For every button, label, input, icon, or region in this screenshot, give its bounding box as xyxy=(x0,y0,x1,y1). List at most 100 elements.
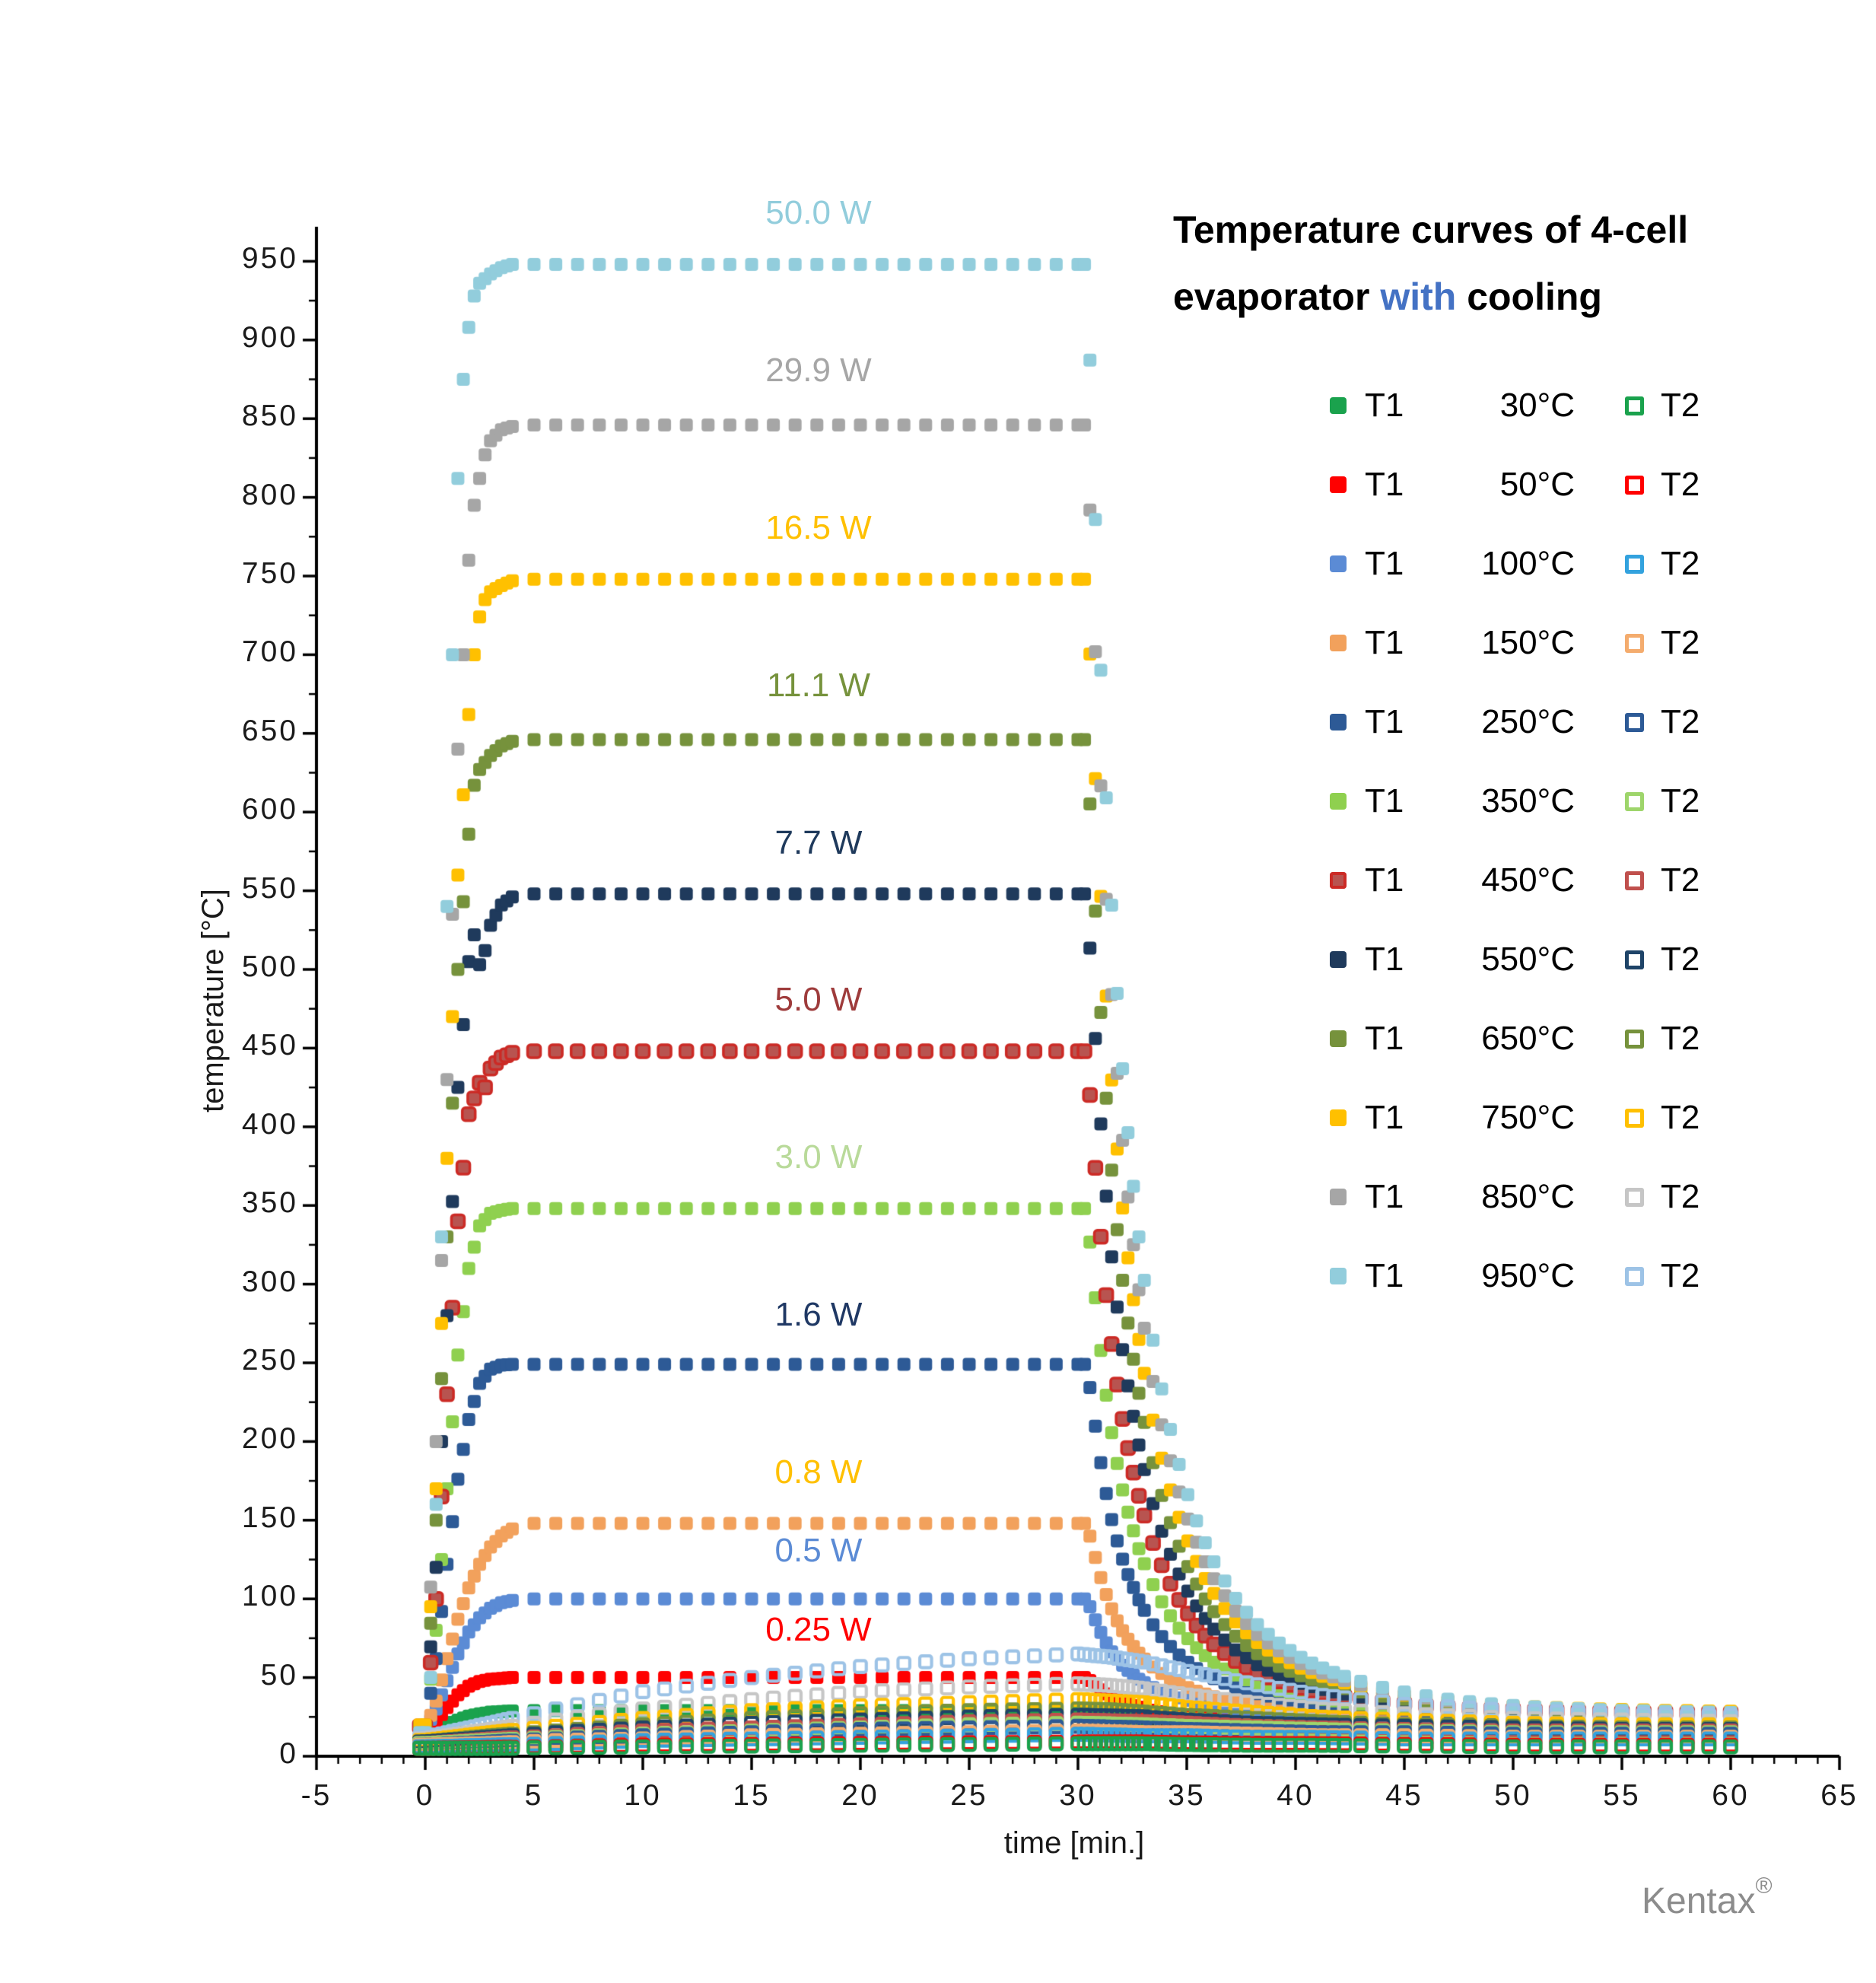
legend-row-550°C: T1 550°C T2 xyxy=(1330,920,1700,999)
t2-marker-swatch xyxy=(1625,1108,1644,1128)
t1-marker-swatch xyxy=(1330,872,1347,889)
legend-row-650°C: T1 650°C T2 xyxy=(1330,999,1700,1078)
legend-row-750°C: T1 750°C T2 xyxy=(1330,1078,1700,1157)
x-tick-label-0: 0 xyxy=(415,1779,435,1812)
x-tick-label-15: 15 xyxy=(733,1779,771,1812)
legend-row-150°C: T1 150°C T2 xyxy=(1330,603,1700,683)
t1-marker-swatch xyxy=(1330,714,1347,730)
t2-marker-swatch xyxy=(1625,791,1644,811)
legend-setpoint-label: 750°C xyxy=(1481,1099,1575,1136)
x-tick-label-40: 40 xyxy=(1277,1779,1315,1812)
legend-t2-label: T2 xyxy=(1661,941,1700,978)
chart-title-line1: Temperature curves of 4-cell xyxy=(1173,208,1689,251)
y-tick-label-0: 0 xyxy=(279,1737,298,1770)
t1-marker-swatch xyxy=(1330,476,1347,493)
y-tick-label-750: 750 xyxy=(241,557,298,590)
y-tick-label-850: 850 xyxy=(241,399,298,433)
legend-t1-label: T1 xyxy=(1365,1257,1404,1294)
registered-mark: ® xyxy=(1755,1873,1773,1899)
x-tick-label-30: 30 xyxy=(1059,1779,1097,1812)
x-tick-label-65: 65 xyxy=(1820,1779,1859,1812)
x-tick-label-50: 50 xyxy=(1494,1779,1532,1812)
legend-setpoint-label: 350°C xyxy=(1481,782,1575,820)
t1-marker-swatch xyxy=(1330,1189,1347,1205)
y-tick-label-500: 500 xyxy=(241,950,298,983)
power-label-7.7W: 7.7 W xyxy=(774,823,863,861)
y-tick-label-600: 600 xyxy=(241,793,298,826)
x-tick-label-5: 5 xyxy=(524,1779,544,1812)
legend-t2-label: T2 xyxy=(1661,1020,1700,1057)
y-tick-label-250: 250 xyxy=(241,1344,298,1377)
x-tick-label-10: 10 xyxy=(624,1779,662,1812)
legend-t1-label: T1 xyxy=(1365,624,1404,661)
legend-t2-label: T2 xyxy=(1661,466,1700,503)
legend-row-50°C: T1 50°C T2 xyxy=(1330,445,1700,524)
t2-marker-swatch xyxy=(1625,950,1644,969)
x-tick-label-55: 55 xyxy=(1603,1779,1641,1812)
legend-t1-label: T1 xyxy=(1365,387,1404,424)
x-axis-title: time [min.] xyxy=(1003,1826,1145,1860)
legend-setpoint-label: 850°C xyxy=(1481,1178,1575,1215)
legend-row-250°C: T1 250°C T2 xyxy=(1330,683,1700,762)
legend-setpoint-label: 250°C xyxy=(1481,703,1575,740)
y-axis-title: temperature [°C] xyxy=(196,889,230,1112)
legend-t1-label: T1 xyxy=(1365,1099,1404,1136)
power-label-50.0W: 50.0 W xyxy=(765,194,872,232)
t1-marker-swatch xyxy=(1330,1030,1347,1047)
y-tick-label-350: 350 xyxy=(241,1186,298,1220)
y-tick-label-800: 800 xyxy=(241,478,298,511)
y-tick-label-650: 650 xyxy=(241,714,298,747)
t2-marker-swatch xyxy=(1625,871,1644,890)
legend-setpoint-label: 30°C xyxy=(1499,387,1575,424)
legend-setpoint-label: 50°C xyxy=(1499,466,1575,503)
legend-t1-label: T1 xyxy=(1365,1178,1404,1215)
legend-t1-label: T1 xyxy=(1365,703,1404,740)
x-tick-label-20: 20 xyxy=(841,1779,879,1812)
y-tick-label-150: 150 xyxy=(241,1501,298,1534)
legend-t2-label: T2 xyxy=(1661,782,1700,820)
power-label-3.0W: 3.0 W xyxy=(774,1138,863,1176)
y-tick-label-550: 550 xyxy=(241,871,298,905)
t1-marker-swatch xyxy=(1330,397,1347,414)
t2-marker-swatch xyxy=(1625,712,1644,732)
legend-t1-label: T1 xyxy=(1365,545,1404,582)
legend-t1-label: T1 xyxy=(1365,782,1404,820)
legend-row-30°C: T1 30°C T2 xyxy=(1330,366,1700,445)
chart-title: Temperature curves of 4-cell evaporator … xyxy=(1173,196,1827,330)
t1-marker-swatch xyxy=(1330,793,1347,810)
legend-t2-label: T2 xyxy=(1661,1257,1700,1294)
t1-marker-swatch xyxy=(1330,951,1347,968)
y-tick-label-450: 450 xyxy=(241,1029,298,1062)
legend-row-450°C: T1 450°C T2 xyxy=(1330,841,1700,920)
x-tick-label-45: 45 xyxy=(1385,1779,1423,1812)
legend-row-350°C: T1 350°C T2 xyxy=(1330,762,1700,841)
legend-t2-label: T2 xyxy=(1661,703,1700,740)
y-tick-label-400: 400 xyxy=(241,1107,298,1141)
t2-marker-swatch xyxy=(1625,1187,1644,1207)
legend-row-850°C: T1 850°C T2 xyxy=(1330,1157,1700,1237)
power-label-29.9W: 29.9 W xyxy=(765,352,872,390)
legend: T1 30°C T2 T1 50°C T2 T1 100°C T2 T1 150°C T2 T1 250°… xyxy=(1330,366,1700,1316)
legend-setpoint-label: 950°C xyxy=(1481,1257,1575,1294)
legend-setpoint-label: 100°C xyxy=(1481,545,1575,582)
chart-title-line2: evaporator with cooling xyxy=(1173,275,1602,318)
y-tick-label-200: 200 xyxy=(241,1422,298,1456)
y-tick-label-50: 50 xyxy=(260,1658,298,1692)
power-label-5.0W: 5.0 W xyxy=(774,981,863,1019)
power-label-16.5W: 16.5 W xyxy=(765,509,872,546)
legend-t2-label: T2 xyxy=(1661,861,1700,899)
y-tick-label-900: 900 xyxy=(241,320,298,354)
y-tick-label-100: 100 xyxy=(241,1580,298,1613)
power-label-0.5W: 0.5 W xyxy=(774,1532,863,1570)
legend-t2-label: T2 xyxy=(1661,1178,1700,1215)
legend-t2-label: T2 xyxy=(1661,545,1700,582)
power-label-1.6W: 1.6 W xyxy=(774,1296,863,1333)
y-tick-label-300: 300 xyxy=(241,1265,298,1298)
x-tick-label--5: -5 xyxy=(300,1779,332,1812)
t1-marker-swatch xyxy=(1330,1268,1347,1284)
legend-t1-label: T1 xyxy=(1365,1020,1404,1057)
legend-setpoint-label: 650°C xyxy=(1481,1020,1575,1057)
